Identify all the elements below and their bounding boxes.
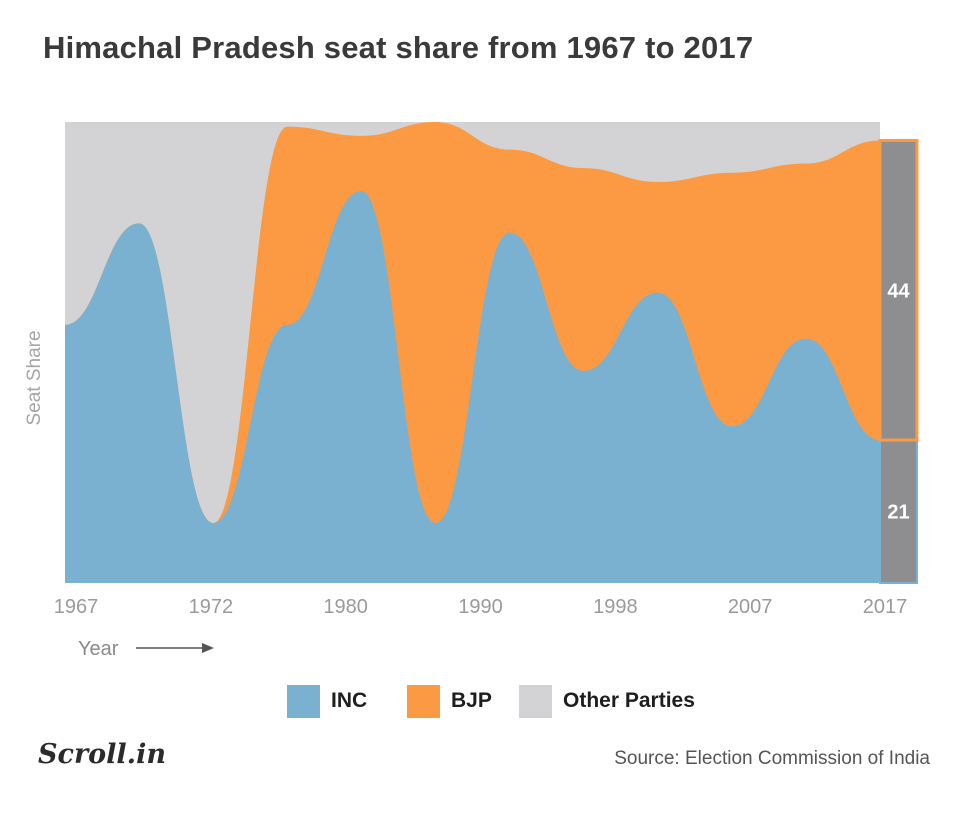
legend-item-other-parties: Other Parties <box>519 684 695 718</box>
x-axis-ticks: 1967 1972 1980 1990 1998 2007 2017 <box>54 596 908 618</box>
x-tick-label: 1998 <box>593 596 638 618</box>
x-tick-label: 1990 <box>458 596 503 618</box>
final-result-bar: 44 21 <box>878 138 919 584</box>
legend-label-bjp: BJP <box>451 689 492 712</box>
chart-title: Himachal Pradesh seat share from 1967 to… <box>43 30 754 65</box>
final-bar-inc-label: 21 <box>887 502 909 524</box>
legend: INC BJP Other Parties <box>0 684 960 718</box>
y-axis-label: Seat Share <box>24 330 45 425</box>
x-axis-label: Year <box>78 638 119 660</box>
x-tick-label: 2007 <box>728 596 773 618</box>
scroll-in-logo: Scroll.in <box>38 739 166 770</box>
legend-item-bjp: BJP <box>407 684 492 718</box>
inc-area <box>65 191 880 583</box>
x-tick-label: 2017 <box>863 596 908 618</box>
legend-swatch-inc <box>287 684 320 718</box>
x-tick-label: 1972 <box>189 596 234 618</box>
legend-label-other-parties: Other Parties <box>563 689 695 712</box>
x-tick-label: 1980 <box>323 596 368 618</box>
arrow-right-icon <box>136 643 214 653</box>
source-note: Source: Election Commission of India <box>614 748 930 769</box>
final-bar-bjp-label: 44 <box>887 280 910 302</box>
x-tick-label: 1967 <box>54 596 99 618</box>
legend-item-inc: INC <box>287 684 367 718</box>
legend-swatch-other-parties <box>519 684 552 718</box>
final-bar-inc-segment <box>879 439 918 584</box>
legend-swatch-bjp <box>407 684 440 718</box>
final-bar-bjp-segment <box>878 138 919 442</box>
legend-label-inc: INC <box>331 689 368 712</box>
